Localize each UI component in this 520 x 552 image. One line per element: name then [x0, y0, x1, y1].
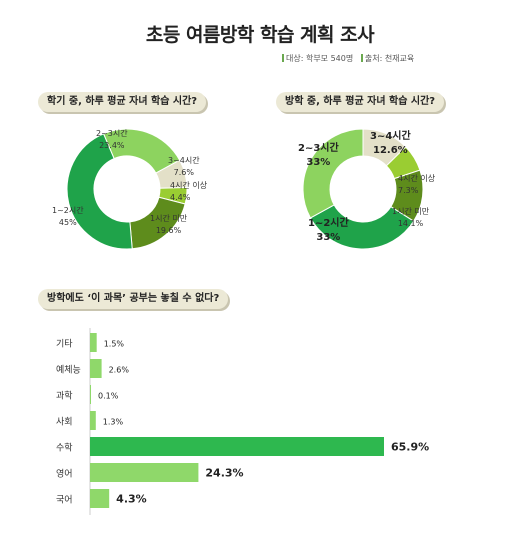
chart1-label-3-4h: 3~4시간 7.6% — [168, 156, 200, 177]
bar-1 — [90, 359, 102, 378]
bar-value-2: 0.1% — [98, 392, 119, 401]
chart2-title-pill: 방학 중, 하루 평균 자녀 학습 시간? — [276, 92, 445, 112]
chart2-slice-4 — [302, 128, 364, 219]
source-bar-icon — [282, 54, 284, 62]
chart1-label-1-2h: 1~2시간 45% — [52, 206, 84, 227]
page-title: 초등 여름방학 학습 계획 조사 — [145, 24, 375, 46]
source-bar-icon — [360, 54, 363, 62]
chart2-label-4h-plus: 4시간 이상 7.3% — [398, 174, 436, 195]
bar-category-0: 기타 — [56, 339, 73, 350]
bar-category-5: 영어 — [56, 469, 73, 480]
chart2-label-3-4h: 3~4시간 12.6% — [370, 131, 411, 156]
bar-4 — [90, 437, 384, 456]
chart2-title: 방학 중, 하루 평균 자녀 학습 시간? — [285, 96, 436, 107]
bar-category-3: 사회 — [56, 417, 73, 428]
bar-value-0: 1.5% — [104, 340, 125, 349]
bar-category-4: 수학 — [56, 443, 73, 454]
bar-category-6: 국어 — [56, 495, 73, 506]
chart3-title: 방학에도 ‘이 과목’ 공부는 놓칠 수 없다? — [47, 293, 220, 304]
chart3-title-pill: 방학에도 ‘이 과목’ 공부는 놓칠 수 없다? — [38, 289, 229, 309]
chart1-slice-4 — [66, 133, 133, 250]
source-origin: 출처: 천재교육 — [364, 54, 415, 63]
bar-5 — [90, 463, 199, 482]
source-target: 대상: 학부모 540명 — [286, 54, 354, 63]
chart1-title: 학기 중, 하루 평균 자녀 학습 시간? — [47, 96, 198, 107]
chart2-label-under-1h: 1시간 미만 14.1% — [392, 207, 430, 228]
bar-6 — [90, 489, 110, 508]
bar-3 — [90, 411, 96, 430]
chart1-label-4h-plus: 4시간 이상 4.4% — [170, 181, 208, 202]
bar-value-1: 2.6% — [109, 366, 130, 375]
bar-category-1: 예체능 — [56, 365, 81, 376]
chart2-slice-3 — [309, 204, 415, 250]
chart2-label-2-3h: 2~3시간 33% — [298, 143, 339, 168]
chart1-label-under-1h: 1시간 미만 19.6% — [150, 214, 188, 235]
chart2-label-1-2h: 1~2시간 33% — [308, 218, 349, 243]
source-note: 대상: 학부모 540명 출처: 천재교육 — [282, 53, 414, 64]
bar-value-6: 4.3% — [116, 493, 147, 506]
bar-value-5: 24.3% — [205, 467, 243, 480]
bar-0 — [90, 333, 97, 352]
chart1-title-pill: 학기 중, 하루 평균 자녀 학습 시간? — [38, 92, 207, 112]
bar-value-3: 1.3% — [103, 418, 124, 427]
bar-value-4: 65.9% — [391, 441, 429, 454]
chart1-label-2-3h: 2~3시간 23.4% — [96, 129, 128, 150]
bar-category-2: 과학 — [56, 391, 73, 402]
bar-2 — [90, 385, 91, 404]
